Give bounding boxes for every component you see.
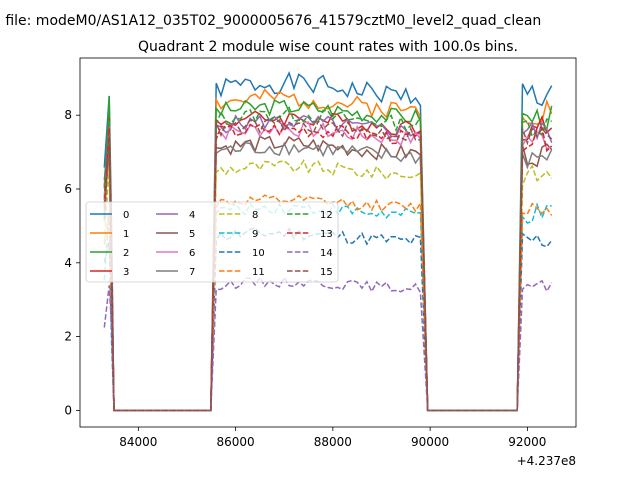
x-tick-label: 90000 — [411, 435, 449, 449]
y-tick-label: 2 — [64, 330, 72, 344]
y-tick-label: 0 — [64, 403, 72, 417]
legend-label-4: 4 — [189, 210, 195, 221]
legend-label-2: 2 — [123, 248, 129, 259]
legend-label-0: 0 — [123, 210, 129, 221]
legend-label-12: 12 — [320, 210, 333, 221]
x-offset-label: +4.237e8 — [517, 454, 576, 468]
legend-label-7: 7 — [189, 267, 195, 278]
x-tick-label: 88000 — [314, 435, 352, 449]
series-line-13 — [103, 123, 553, 412]
legend-label-11: 11 — [252, 267, 265, 278]
legend-label-5: 5 — [189, 229, 195, 240]
legend-box — [85, 201, 339, 283]
legend-label-6: 6 — [189, 248, 195, 259]
legend-label-13: 13 — [320, 229, 333, 240]
chart-title: Quadrant 2 module wise count rates with … — [138, 39, 518, 55]
x-tick-label: 92000 — [508, 435, 546, 449]
series-line-15 — [103, 117, 553, 412]
plot-frame — [79, 57, 577, 428]
legend-label-8: 8 — [252, 210, 258, 221]
legend-label-9: 9 — [252, 229, 258, 240]
figure-suptitle: n file: modeM0/AS1A12_035T02_9000005676_… — [0, 13, 541, 29]
legend-label-10: 10 — [252, 248, 265, 259]
legend-label-3: 3 — [123, 267, 129, 278]
x-axis: 84000 86000 88000 90000 92000 — [119, 427, 546, 449]
legend-label-15: 15 — [320, 267, 333, 278]
y-axis: 0 2 4 6 8 — [64, 108, 80, 417]
x-tick-label: 84000 — [119, 435, 157, 449]
x-tick-label: 86000 — [217, 435, 255, 449]
legend-label-1: 1 — [123, 229, 129, 240]
y-tick-label: 4 — [64, 256, 72, 270]
y-tick-label: 6 — [64, 182, 72, 196]
series-line-14 — [103, 275, 553, 412]
y-tick-label: 8 — [64, 108, 72, 122]
legend-label-14: 14 — [320, 248, 333, 259]
